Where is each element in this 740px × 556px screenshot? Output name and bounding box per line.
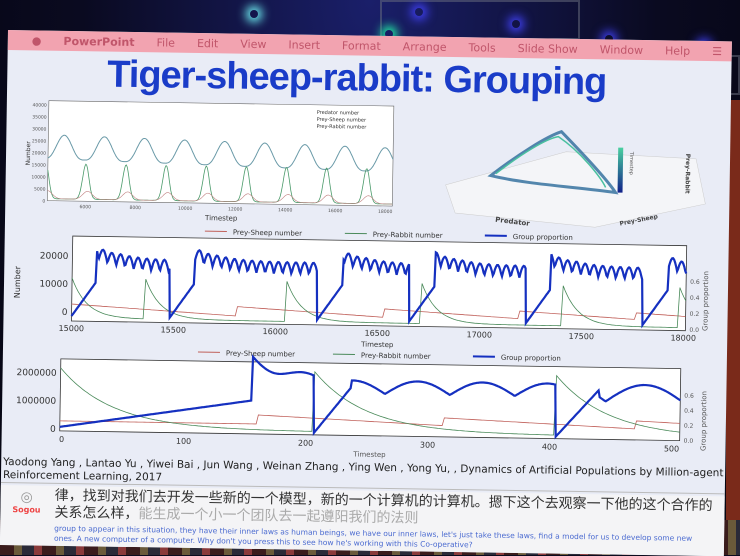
subtitle-bar: ◎Sogou 律，找到对我们去开发一些新的一个模型，新的一个计算机的计算机。摁下… [0,485,725,556]
tick-label: 100 [176,437,191,446]
tick-label: 0.0 [684,438,694,445]
tick-label: 15000 [59,324,85,333]
subtitle-zh-line2-pending: 能生成一个小一个团队去一起遵阳我们的法则 [138,506,418,526]
chart-bottom-xlabel: Timestep [352,450,386,459]
tick-label: 20000 [32,150,47,156]
tick-label: 300 [420,441,435,450]
tick-label: 10000 [39,280,68,290]
slide-charts: 0500010000150002000025000300003500040000… [1,30,732,467]
tick-label: 6000 [79,204,91,210]
tick-label: 8000 [129,205,141,211]
tick-label: 10000 [178,206,193,212]
3d-axes-box [445,150,706,229]
colorbar [618,148,624,193]
chart-3d: Timestep Predator Prey-Sheep Prey-Rabbit [445,130,706,231]
legend-sheep: Prey-Sheep number [317,117,367,124]
tick-label: 400 [542,442,557,451]
tick-label: 0 [59,435,64,444]
tick-label: 15500 [161,325,187,334]
legend-rabbit: Prey-Rabbit number [316,124,367,131]
chart-mid-y2label: Group proportion [701,271,710,331]
tick-label: 10000 [31,174,46,180]
tick-label: 0 [62,308,68,318]
tick-label: 0.6 [690,279,700,286]
tick-label: 30000 [32,126,47,132]
chart-mid-xlabel: Timestep [360,341,394,350]
legend-group: Group proportion [501,354,561,363]
tick-label: 17000 [466,330,492,339]
legend-sheep: Prey-Sheep number [226,349,295,358]
stage-truss [380,0,580,40]
chart-mid-ylabel: Number [13,265,23,298]
tick-label: 0 [50,425,56,435]
tick-label: 17500 [568,332,594,341]
tick-label: 0.4 [690,295,700,302]
3d-zlabel: Prey-Rabbit [684,154,692,194]
legend-group: Group proportion [513,233,573,242]
stage-light [250,10,258,18]
chart-top-xlabel: Timestep [204,214,238,223]
chart-bottom-frame [60,359,681,441]
colorbar-label: Timestep [628,151,634,175]
subtitle-zh-line2: 关系怎么样， [54,505,138,522]
tick-label: 16500 [364,329,390,338]
legend-predator: Predator number [317,110,360,117]
tick-label: 0 [42,199,45,205]
chart-bottom: 0 1000000 2000000 0.0 0.2 0.4 0.6 0 100 200 300 4… [15,346,709,464]
tick-label: 35000 [32,114,47,120]
legend-sheep: Prey-Sheep number [233,229,302,238]
chart-bottom-y2label: Group proportion [699,391,708,451]
chart-top: 0 5000 10000 15000 20000 25000 30000 35000 40000… [24,100,394,225]
tick-label: 200 [298,439,313,448]
chart-top-ylabel: Number [25,141,32,166]
tick-label: 18000 [378,209,393,215]
tick-label: 14000 [278,207,293,213]
tick-label: 16000 [262,327,288,336]
tick-label: 25000 [32,138,47,144]
tick-label: 5000 [34,186,46,192]
legend-rabbit: Prey-Rabbit number [373,231,443,240]
tick-label: 1000000 [16,396,57,407]
tick-label: 16000 [328,208,343,214]
tick-label: 20000 [40,252,69,262]
tick-label: 0.6 [684,393,694,400]
tick-label: 18000 [670,333,696,342]
projected-slide: ● PowerPoint File Edit View Insert Forma… [0,30,732,556]
stage-light [512,20,520,28]
tick-label: 2000000 [16,368,57,379]
stage-light [415,8,423,16]
tick-label: 0.2 [690,311,700,318]
tick-label: 12000 [228,206,243,212]
sogou-logo: ◎Sogou [4,489,48,515]
legend-rabbit: Prey-Rabbit number [361,352,431,361]
tick-label: 0.4 [684,408,694,415]
tick-label: 500 [664,444,679,453]
tick-label: 40000 [32,102,47,108]
tick-label: 0.2 [684,423,694,430]
tick-label: 15000 [32,162,47,168]
